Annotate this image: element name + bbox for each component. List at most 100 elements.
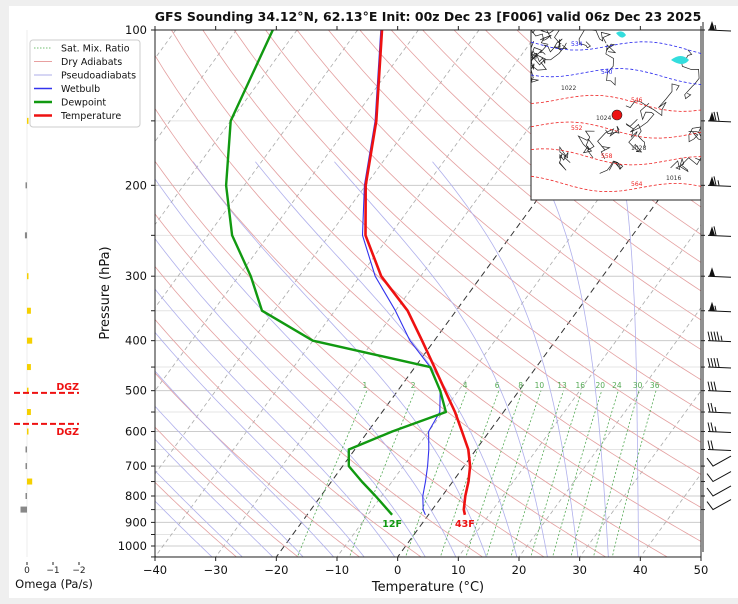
pseudoadiabat-line — [155, 470, 243, 557]
inset-border-line — [625, 83, 680, 117]
inset-border-line — [670, 156, 702, 173]
y-tick-label: 500 — [125, 384, 147, 398]
wind-barb — [706, 485, 732, 497]
barb-full — [710, 331, 714, 341]
inset-precip-area — [616, 31, 626, 38]
barb-staff — [707, 234, 732, 237]
mixing-ratio-line — [349, 390, 416, 557]
barb-full — [707, 440, 711, 450]
wind-barb — [707, 402, 732, 414]
dry-adiabat-line — [155, 318, 422, 557]
pseudoadiabat-line — [155, 238, 426, 557]
omega-tick-label: 0 — [24, 566, 30, 576]
inset-border-line — [578, 29, 612, 49]
wind-barb — [707, 422, 732, 434]
wind-barb — [707, 331, 732, 343]
mixing-ratio-line — [510, 390, 564, 557]
dgz-label: DGZ — [56, 427, 79, 438]
barb-full — [707, 402, 711, 413]
isotherm-line — [155, 30, 541, 557]
barb-pennant — [709, 226, 715, 236]
barb-full — [707, 422, 711, 432]
y-tick-label: 1000 — [118, 539, 147, 553]
dry-adiabat-line — [265, 30, 701, 412]
wind-barb — [707, 176, 732, 187]
top-margin — [0, 0, 738, 6]
mixing-ratio-label: 36 — [650, 381, 660, 390]
inset-height-contour — [530, 175, 702, 193]
pseudoadiabat-line — [334, 161, 548, 557]
pseudoadiabat-line — [255, 161, 518, 557]
y-tick-label: 600 — [125, 425, 147, 439]
inset-pressure-label: 1022 — [561, 85, 576, 92]
dry-adiabat-line — [155, 107, 669, 557]
barb-staff — [706, 485, 732, 497]
barb-full — [710, 440, 714, 450]
inset-height-label: 540 — [601, 69, 613, 76]
inset-border-line — [530, 40, 546, 66]
x-tick-label: −10 — [325, 563, 349, 577]
pseudoadiabat-line — [620, 161, 640, 557]
pseudoadiabat-line — [535, 161, 609, 557]
inset-height-contour — [530, 121, 702, 139]
barb-full — [713, 381, 717, 391]
barb-full — [710, 402, 714, 413]
omega-bar — [25, 492, 27, 499]
inset-border-line — [680, 49, 700, 100]
key-isotherm-line — [275, 30, 662, 557]
omega-bar — [27, 307, 31, 314]
omega-bar — [27, 337, 33, 344]
legend: Sat. Mix. Ratio Dry Adiabats Pseudoadiabat… — [29, 39, 141, 128]
omega-bar — [25, 182, 27, 189]
wind-barb — [707, 357, 732, 369]
omega-bar — [27, 387, 29, 394]
barb-full — [716, 111, 720, 121]
omega-bar — [27, 478, 33, 485]
pseudoadiabat-line — [192, 161, 487, 557]
barb-full — [713, 357, 717, 368]
barb-staff — [707, 448, 732, 451]
inset-pressure-label: 1024 — [596, 115, 611, 122]
omega-bar — [27, 428, 29, 435]
mixing-ratio-line — [485, 390, 542, 557]
barb-staff — [707, 184, 732, 187]
omega-tick-label: −1 — [46, 566, 59, 576]
mixing-ratio-label: 13 — [557, 381, 567, 390]
wind-barb — [706, 499, 732, 511]
barb-full — [710, 381, 714, 391]
inset-border-line — [540, 29, 568, 49]
barb-full — [713, 176, 717, 186]
omega-bar — [27, 273, 29, 280]
mixing-ratio-line — [570, 390, 619, 557]
barb-staff — [707, 366, 732, 369]
legend-label: Sat. Mix. Ratio — [61, 44, 130, 55]
barb-pennant — [709, 111, 715, 121]
dry-adiabat-line — [155, 213, 545, 557]
pseudoadiabat-line — [432, 161, 579, 557]
barb-half — [714, 406, 717, 413]
dry-adiabat-line — [233, 30, 701, 443]
mixing-ratio-label: 16 — [576, 381, 586, 390]
dewpoint-surface-label: 12F — [382, 519, 402, 530]
mixing-ratio-label: 2 — [411, 381, 416, 390]
omega-tick-label: −2 — [72, 566, 85, 576]
inset-height-label: 564 — [631, 181, 643, 188]
barb-full — [710, 357, 714, 368]
mixing-ratio-label: 30 — [633, 381, 643, 390]
legend-label: Temperature — [60, 111, 121, 122]
barb-staff — [707, 120, 732, 123]
pseudoadiabat-line — [155, 370, 335, 557]
x-tick-label: −30 — [204, 563, 228, 577]
barb-full — [716, 357, 720, 368]
x-tick-label: −20 — [264, 563, 288, 577]
inset-border-line — [530, 29, 552, 45]
dry-adiabat-line — [296, 30, 701, 381]
bottom-margin — [0, 598, 738, 604]
legend-label: Dewpoint — [61, 98, 106, 109]
omega-bar — [25, 463, 27, 470]
barb-staff — [707, 29, 732, 32]
mixing-ratio-label: 6 — [495, 381, 500, 390]
barb-full — [716, 331, 720, 341]
mixing-ratio-label: 1 — [363, 381, 368, 390]
